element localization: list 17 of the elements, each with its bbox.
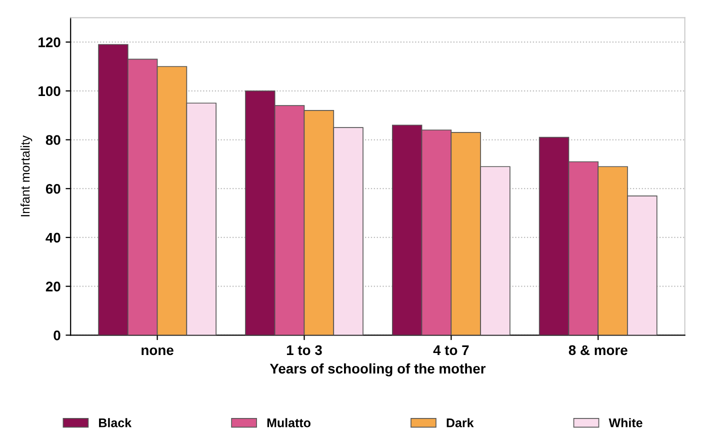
x-tick-label: 1 to 3 <box>286 345 322 356</box>
y-tick-label: 40 <box>46 232 60 243</box>
y-tick-label: 100 <box>38 86 60 96</box>
y-tick-label: 20 <box>46 282 60 292</box>
x-tick-label: 8 & more <box>568 345 628 356</box>
y-axis-title: Infant mortality <box>20 135 32 216</box>
legend-label: Black <box>99 418 132 428</box>
y-tick-label: 80 <box>46 135 60 145</box>
x-tick-label: none <box>142 347 174 356</box>
legend-label: Dark <box>446 418 474 428</box>
y-tick-label: 120 <box>38 37 60 48</box>
x-axis-title: Years of schooling of the mother <box>270 363 486 376</box>
legend-label: Mulatto <box>267 418 310 428</box>
y-tick-label: 0 <box>54 330 60 340</box>
legend-label: White <box>608 418 642 428</box>
x-tick-label: 4 to 7 <box>433 345 469 356</box>
y-tick-label: 60 <box>46 184 60 194</box>
